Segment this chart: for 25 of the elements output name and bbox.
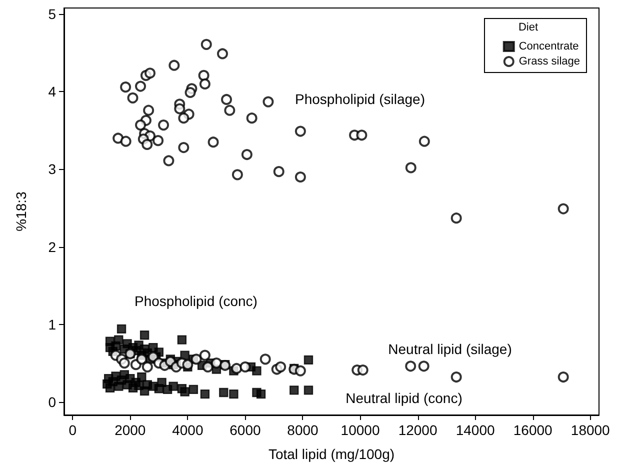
x-tick-label: 6000 [230, 422, 261, 438]
annotation: Neutral lipid (silage) [388, 341, 512, 357]
x-tick-label: 0 [68, 422, 77, 438]
y-tick-label: 0 [48, 394, 56, 410]
x-tick-label: 12000 [398, 422, 438, 438]
x-axis-title: Total lipid (mg/100g) [268, 446, 395, 462]
x-tick-label: 8000 [287, 422, 319, 438]
y-tick-label: 3 [48, 161, 56, 178]
y-axis-title: %18:3 [13, 191, 29, 232]
x-tick-label: 10000 [340, 422, 380, 438]
legend-label: Grass silage [518, 56, 580, 68]
y-tick-label: 5 [48, 6, 56, 22]
x-tick-label: 4000 [172, 422, 204, 438]
legend-title: Diet [518, 22, 538, 34]
annotation: Neutral lipid (conc) [346, 390, 462, 406]
y-tick-label: 1 [48, 316, 56, 332]
y-tick-label: 4 [48, 84, 56, 100]
legend-label: Concentrate [518, 40, 579, 52]
x-tick-label: 16000 [513, 422, 553, 438]
annotation: Phospholipid (silage) [295, 91, 425, 107]
x-tick-label: 14000 [456, 422, 495, 438]
annotation: Phospholipid (conc) [134, 293, 258, 309]
y-tick-label: 2 [48, 238, 56, 255]
x-tick-label: 2000 [114, 422, 146, 438]
x-tick-label: 18000 [570, 422, 610, 438]
